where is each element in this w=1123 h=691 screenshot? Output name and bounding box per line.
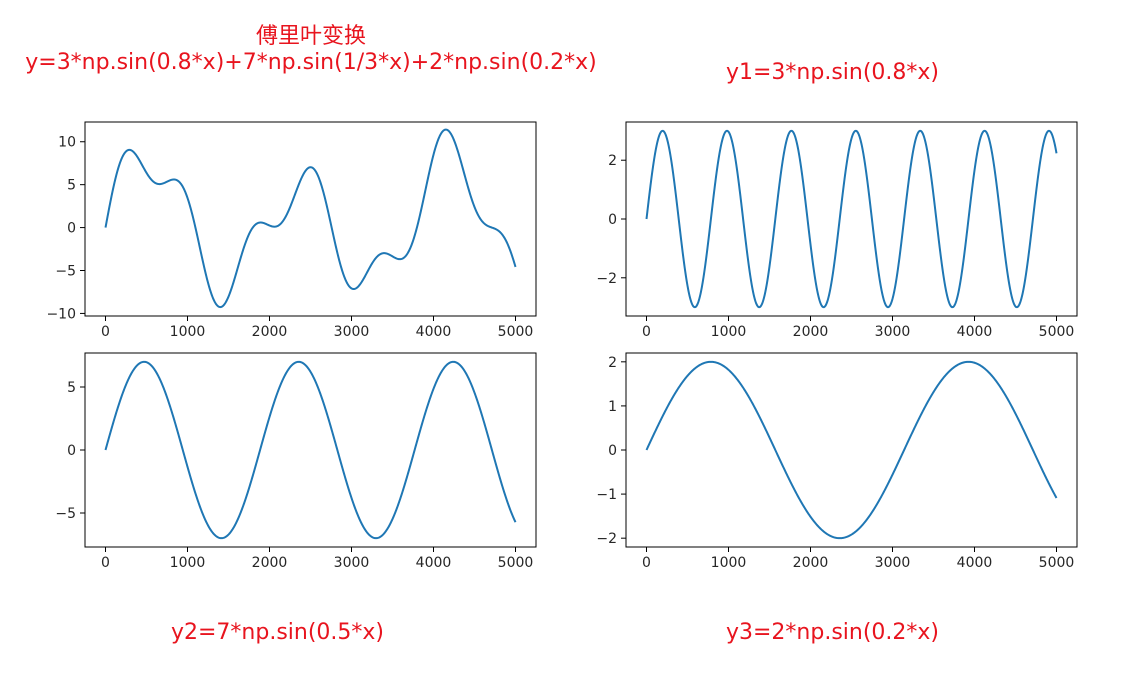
y-tick-label: −2 [596, 271, 617, 287]
x-tick-label: 4000 [416, 324, 452, 340]
x-tick-label: 0 [101, 555, 110, 571]
y3-signal-plot: 0 1000 2000 3000 4000 5000 −2 −1 0 1 2 [596, 352, 1078, 571]
axes-frame [84, 352, 537, 548]
y-tick-label: −5 [55, 506, 76, 522]
x-tick-label: 3000 [334, 324, 370, 340]
x-tick-label: 2000 [793, 324, 829, 340]
formula-annotation: y=3*np.sin(0.8*x)+7*np.sin(1/3*x)+2*np.s… [25, 50, 597, 75]
series-line [645, 360, 1058, 540]
y-tick-label: 0 [67, 221, 76, 237]
x-tick-label: 4000 [957, 555, 993, 571]
x-tick-label: 3000 [875, 555, 911, 571]
x-tick-label: 2000 [252, 324, 288, 340]
y-tick-label: 1 [608, 399, 617, 415]
x-tick-label: 5000 [1039, 324, 1075, 340]
x-tick-label: 5000 [1039, 555, 1075, 571]
y1-formula-label: y1=3*np.sin(0.8*x) [725, 60, 940, 85]
y-tick-label: 0 [67, 443, 76, 459]
x-tick-label: 0 [101, 324, 110, 340]
x-tick-label: 5000 [498, 555, 534, 571]
y-tick-label: −5 [55, 264, 76, 280]
y-tick-label: 2 [608, 153, 617, 169]
x-tick-label: 1000 [170, 555, 206, 571]
axes-frame [84, 121, 537, 317]
combined-signal-plot: 0 1000 2000 3000 4000 5000 −10 −5 0 5 10 [46, 121, 537, 340]
x-tick-label: 1000 [711, 324, 747, 340]
x-tick-label: 1000 [170, 324, 206, 340]
y-tick-label: 10 [58, 135, 76, 151]
y-tick-label: 2 [608, 355, 617, 371]
y2-signal-plot: 0 1000 2000 3000 4000 5000 −5 0 5 [55, 352, 537, 571]
x-tick-label: 3000 [334, 555, 370, 571]
y2-formula-label: y2=7*np.sin(0.5*x) [170, 620, 385, 645]
x-tick-label: 4000 [416, 555, 452, 571]
x-tick-label: 0 [642, 555, 651, 571]
y-tick-label: −10 [46, 306, 76, 322]
series-line [645, 129, 1058, 309]
y-tick-label: 5 [67, 380, 76, 396]
y-tick-label: −2 [596, 531, 617, 547]
y-tick-label: 0 [608, 443, 617, 459]
y3-formula-label: y3=2*np.sin(0.2*x) [725, 620, 940, 645]
x-tick-label: 1000 [711, 555, 747, 571]
x-tick-label: 2000 [252, 555, 288, 571]
y-tick-label: 0 [608, 212, 617, 228]
y-tick-label: −1 [596, 487, 617, 503]
x-tick-label: 5000 [498, 324, 534, 340]
figure-title: 傅里叶变换 [255, 24, 366, 49]
axes-frame [625, 352, 1078, 548]
x-tick-label: 2000 [793, 555, 829, 571]
y-tick-label: 5 [67, 178, 76, 194]
x-tick-label: 3000 [875, 324, 911, 340]
x-tick-label: 4000 [957, 324, 993, 340]
x-tick-label: 0 [642, 324, 651, 340]
series-line [104, 360, 517, 540]
series-line [104, 128, 517, 309]
y1-signal-plot: 0 1000 2000 3000 4000 5000 −2 0 2 [596, 121, 1078, 340]
